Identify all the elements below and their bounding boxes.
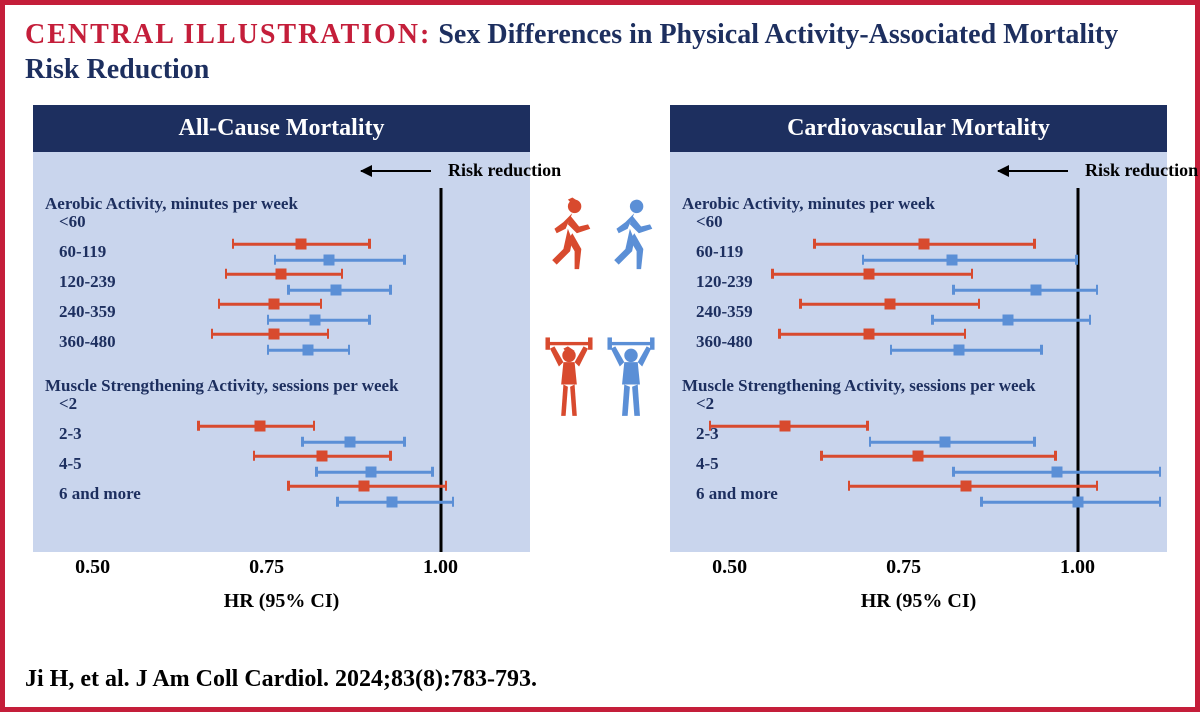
row-label: 120-239 [59,272,116,292]
ci-female [820,455,1057,458]
hr-point-male [1051,467,1062,478]
runner-male-icon [603,195,659,285]
hr-point-male [954,345,965,356]
hr-point-male [365,467,376,478]
row-label: <60 [59,212,86,232]
ci-male [869,441,1036,444]
risk-reduction-label: Risk reduction [448,160,561,181]
row-label: 4-5 [696,454,719,474]
hr-point-female [268,299,279,310]
axis-tick: 0.50 [712,556,747,579]
row-label: 240-359 [59,302,116,322]
hr-point-female [317,451,328,462]
hr-point-male [947,255,958,266]
panel-acm: All-Cause MortalityRisk reductionAerobic… [33,105,530,613]
x-axis: 0.50 0.75 1.00 [33,552,530,592]
hr-point-male [1072,497,1083,508]
hr-point-female [919,239,930,250]
hr-point-female [863,269,874,280]
hr-point-male [303,345,314,356]
title-prefix: CENTRAL ILLUSTRATION: [25,19,431,50]
runner-female-icon [541,195,597,285]
hr-point-female [912,451,923,462]
axis-tick: 1.00 [1060,556,1095,579]
axis-tick: 0.50 [75,556,110,579]
hr-point-male [331,285,342,296]
section-label: Muscle Strengthening Activity, sessions … [45,376,399,396]
row-label: 360-480 [59,332,116,352]
row-label: 60-119 [696,242,743,262]
row-label: 120-239 [696,272,753,292]
row-label: 4-5 [59,454,82,474]
baseline-tick [439,397,442,411]
row-label: 60-119 [59,242,106,262]
title-bar: CENTRAL ILLUSTRATION: Sex Differences in… [5,5,1195,97]
main-content: All-Cause MortalityRisk reductionAerobic… [5,97,1195,656]
hr-point-male [310,315,321,326]
ci-male [980,501,1161,504]
panel-header: All-Cause Mortality [33,105,530,152]
baseline-tick [1076,215,1079,229]
row-label: <60 [696,212,723,232]
panel-cvm: Cardiovascular MortalityRisk reductionAe… [670,105,1167,613]
axis-tick: 1.00 [423,556,458,579]
ci-male [890,349,1043,352]
hr-point-female [275,269,286,280]
hr-point-male [324,255,335,266]
ci-female [848,485,1098,488]
hr-point-female [884,299,895,310]
section-label: Muscle Strengthening Activity, sessions … [682,376,1036,396]
hr-point-female [863,329,874,340]
lifter-female-icon [541,335,597,425]
row-label: <2 [59,394,77,414]
hr-point-female [359,481,370,492]
hr-point-female [296,239,307,250]
row-label: 240-359 [696,302,753,322]
forest-plot: Risk reductionAerobic Activity, minutes … [33,152,530,552]
center-figures [530,105,670,425]
x-axis: 0.50 0.75 1.00 [670,552,1167,592]
axis-tick: 0.75 [249,556,284,579]
hr-point-male [386,497,397,508]
row-label: 2-3 [59,424,82,444]
hr-point-male [1030,285,1041,296]
lifter-pair-icon [541,335,659,425]
row-label: 360-480 [696,332,753,352]
hr-point-female [254,421,265,432]
runner-pair-icon [541,195,659,285]
forest-plot: Risk reductionAerobic Activity, minutes … [670,152,1167,552]
row-label: <2 [696,394,714,414]
citation: Ji H, et al. J Am Coll Cardiol. 2024;83(… [5,656,1195,707]
row-label: 6 and more [59,484,141,504]
axis-label: HR (95% CI) [224,590,340,613]
panel-header: Cardiovascular Mortality [670,105,1167,152]
baseline-tick [439,215,442,229]
lifter-male-icon [603,335,659,425]
baseline-tick [1076,397,1079,411]
hr-point-male [1002,315,1013,326]
ci-male [862,259,1078,262]
axis-tick: 0.75 [886,556,921,579]
hr-point-female [268,329,279,340]
section-label: Aerobic Activity, minutes per week [45,194,298,214]
illustration-frame: CENTRAL ILLUSTRATION: Sex Differences in… [0,0,1200,712]
risk-reduction-label: Risk reduction [1085,160,1198,181]
axis-label: HR (95% CI) [861,590,977,613]
ci-male [274,259,406,262]
hr-point-male [940,437,951,448]
hr-point-female [961,481,972,492]
section-label: Aerobic Activity, minutes per week [682,194,935,214]
row-label: 6 and more [696,484,778,504]
ci-male [952,289,1098,292]
hr-point-female [780,421,791,432]
hr-point-male [345,437,356,448]
